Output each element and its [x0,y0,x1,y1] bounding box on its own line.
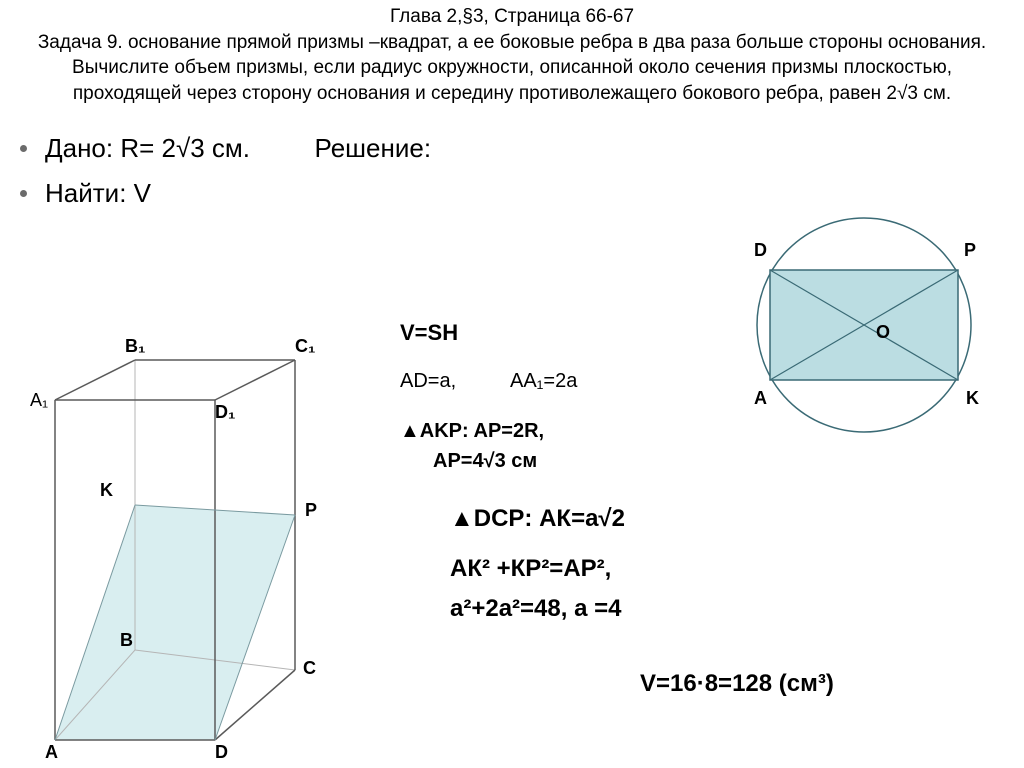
solution-label: Решение: [315,133,432,163]
label-A: A [45,742,58,763]
label-B: B [120,630,133,651]
clabel-O: О [876,322,890,343]
clabel-A: A [754,388,767,409]
clabel-D: D [754,240,767,261]
prism-svg [45,350,325,750]
label-K: K [100,480,113,501]
bullet-2 [20,190,27,197]
formula-ad: AD=a, [400,370,456,393]
formula-ak2: АК² +КР²=АР², [450,555,611,583]
formula-akp: ▲AKP: AP=2R, [400,420,544,443]
formula-vol: V=16·8=128 (см³) [640,670,834,698]
circle-svg [734,210,994,440]
find-line: Найти: V [45,178,151,209]
header-line1: Глава 2,§3, Страница 66-67 [30,4,994,30]
header-line2: Задача 9. основание прямой призмы –квадр… [30,30,994,107]
label-B1: B₁ [125,336,145,357]
clabel-P: P [964,240,976,261]
bullet-1 [20,145,27,152]
label-C1: C₁ [295,336,315,357]
formula-aa: AA₁=2a [510,370,577,393]
formula-a2: a²+2a²=48, a =4 [450,595,621,623]
label-D: D [215,742,228,763]
clabel-K: K [966,388,979,409]
given-line: Дано: R= 2√3 см. Решение: [45,133,431,164]
circle-figure: D P A K О [734,210,994,440]
prism-figure: A₁ B₁ C₁ D₁ K P B C A D [45,350,325,750]
formula-ap2: AP=4√3 см [433,450,537,473]
label-A1: A₁ [30,390,48,411]
formula-vsh: V=SH [400,320,458,346]
label-D1: D₁ [215,402,235,423]
label-C: C [303,658,316,679]
given-label: Дано: R= 2√3 см. [45,133,250,163]
formula-dcp: ▲DCP: АК=a√2 [450,505,625,533]
label-P: P [305,500,317,521]
